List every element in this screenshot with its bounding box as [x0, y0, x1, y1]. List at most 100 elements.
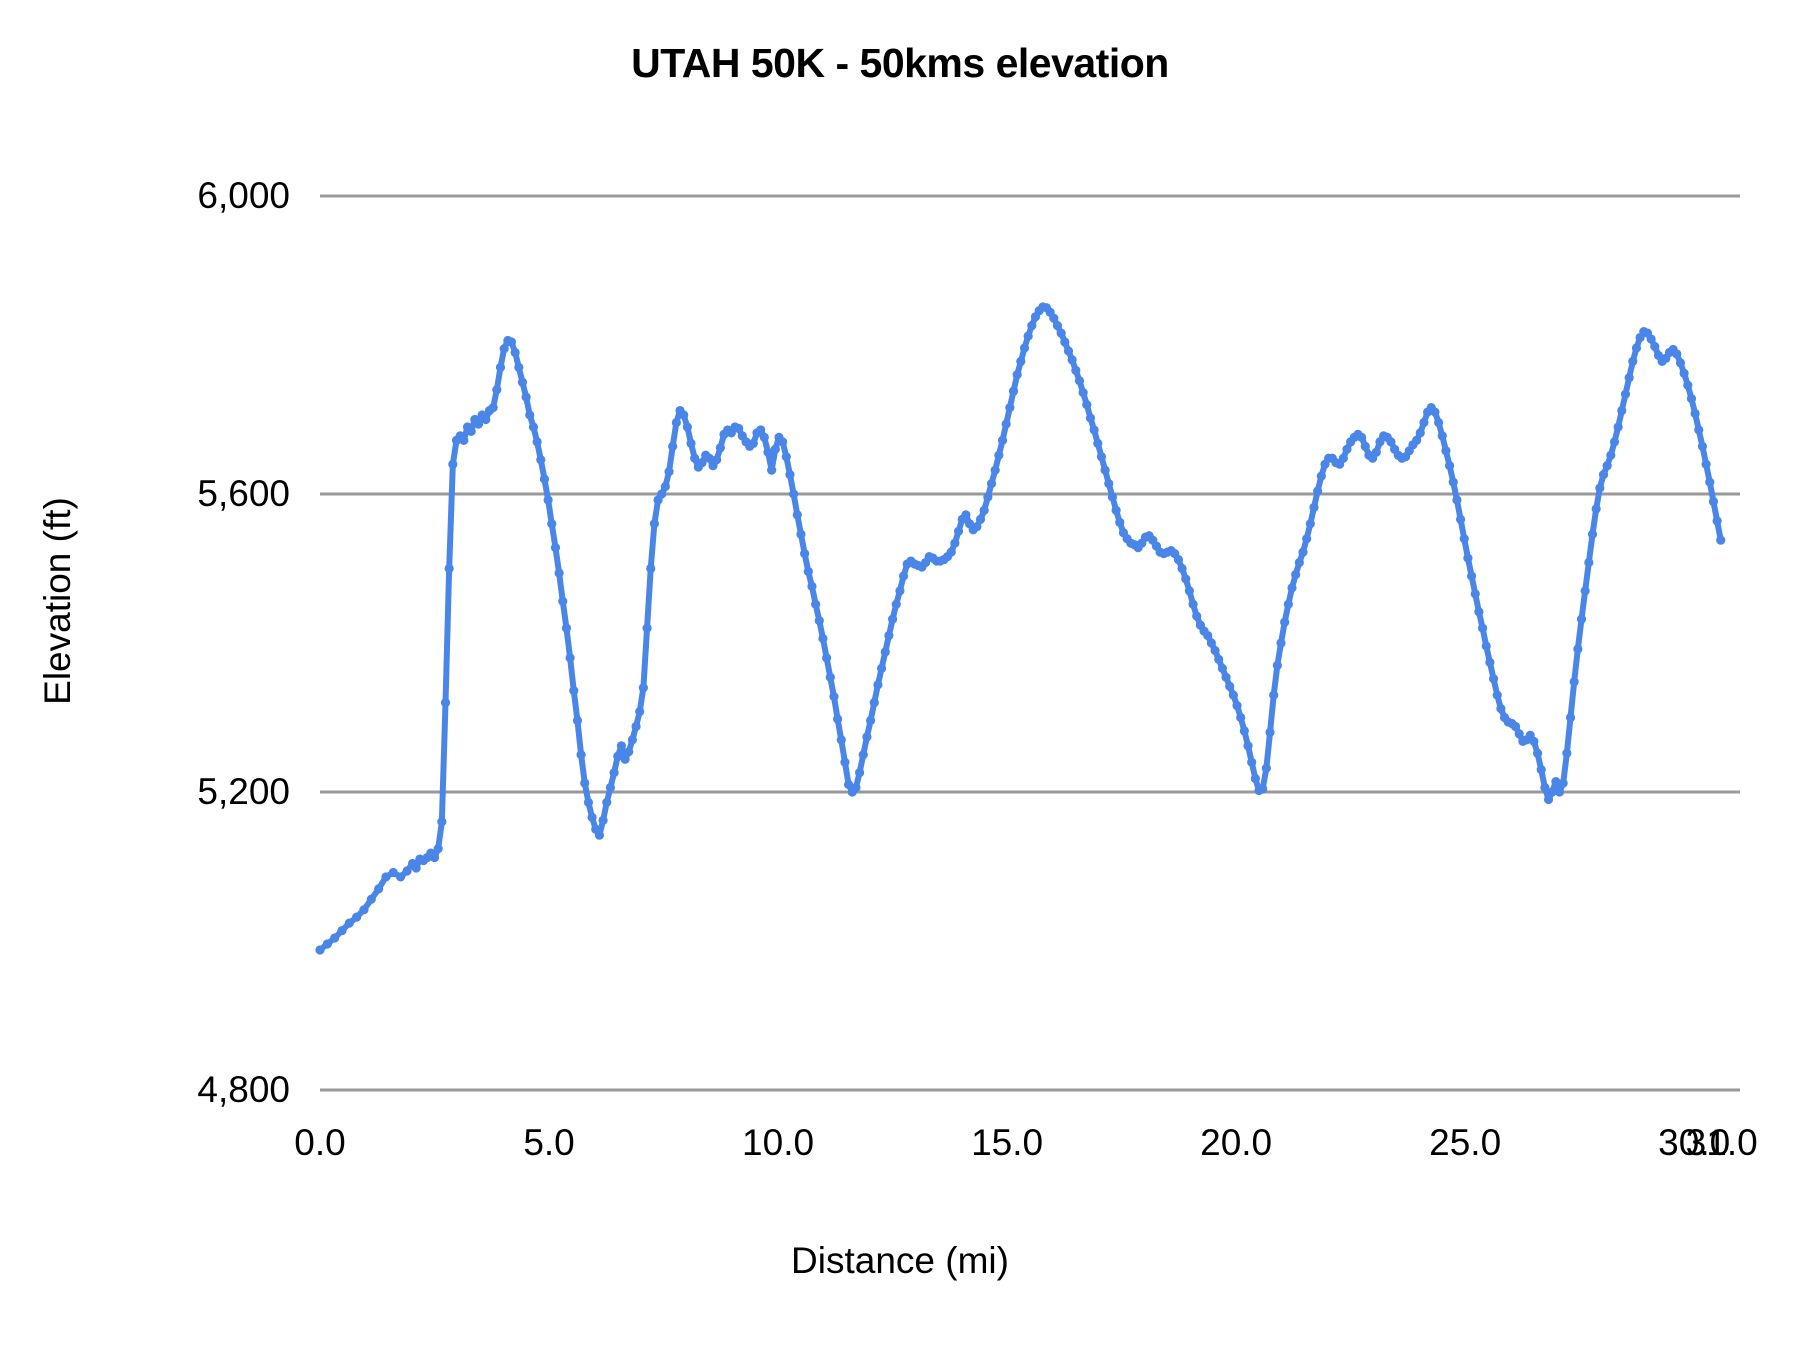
- data-point-marker: [803, 566, 813, 577]
- data-point-marker: [814, 616, 824, 626]
- data-point-marker: [1485, 657, 1495, 667]
- data-point-marker: [344, 918, 354, 928]
- chart-title: UTAH 50K - 50kms elevation: [631, 40, 1169, 86]
- data-point-marker: [1580, 586, 1590, 596]
- x-axis-tick-label: 5.0: [523, 1122, 575, 1163]
- data-point-marker: [1115, 517, 1125, 527]
- data-point-marker: [953, 526, 964, 536]
- data-point-marker: [1452, 495, 1462, 505]
- data-point-marker: [1265, 727, 1275, 738]
- data-point-marker: [704, 453, 714, 463]
- data-point-marker: [748, 438, 758, 448]
- data-point-marker: [315, 945, 325, 955]
- data-point-marker: [1184, 586, 1195, 596]
- data-point-marker: [473, 419, 484, 429]
- data-point-marker: [1540, 782, 1550, 793]
- data-point-marker: [525, 410, 535, 420]
- data-point-marker: [1078, 388, 1088, 398]
- data-point-marker: [322, 939, 332, 949]
- data-point-marker: [499, 344, 509, 354]
- data-point-marker: [381, 872, 391, 882]
- data-point-marker: [1060, 337, 1070, 347]
- data-point-marker: [1107, 492, 1118, 502]
- data-point-marker: [818, 633, 828, 644]
- data-point-marker: [898, 571, 909, 581]
- data-point-marker: [1239, 726, 1249, 736]
- data-point-marker: [1019, 343, 1030, 353]
- data-point-marker: [1305, 519, 1315, 529]
- data-point-marker: [895, 586, 905, 596]
- data-point-marker: [587, 812, 597, 822]
- data-point-marker: [1082, 400, 1092, 410]
- data-point-marker: [1206, 638, 1216, 648]
- data-point-marker: [1613, 422, 1623, 432]
- data-point-marker: [1096, 452, 1107, 462]
- data-point-marker: [635, 706, 645, 717]
- data-point-marker: [1074, 376, 1085, 386]
- data-point-marker: [1313, 486, 1323, 496]
- data-point-marker: [638, 683, 648, 693]
- data-point-marker: [690, 453, 700, 463]
- data-point-marker: [1100, 465, 1110, 475]
- data-point-marker: [1455, 514, 1466, 524]
- data-point-marker: [1598, 470, 1609, 480]
- data-point-marker: [642, 623, 652, 633]
- data-point-marker: [668, 441, 678, 451]
- data-point-marker: [1016, 356, 1026, 366]
- data-point-marker: [1595, 483, 1605, 493]
- data-point-marker: [997, 435, 1008, 445]
- data-point-marker: [1283, 599, 1293, 609]
- data-point-marker: [983, 492, 993, 502]
- data-point-marker: [855, 768, 865, 778]
- data-point-marker: [1221, 672, 1231, 682]
- data-point-marker: [1181, 574, 1191, 584]
- data-point-marker: [1012, 370, 1022, 380]
- data-point-marker: [437, 817, 447, 827]
- data-point-marker: [561, 623, 572, 633]
- y-axis-tick-label: 4,800: [197, 1069, 290, 1110]
- data-point-marker: [388, 867, 398, 878]
- data-point-marker: [887, 614, 898, 624]
- data-point-marker: [1716, 535, 1726, 545]
- data-point-marker: [481, 414, 491, 425]
- data-point-marker: [851, 782, 861, 793]
- data-point-marker: [664, 467, 674, 477]
- data-point-marker: [429, 852, 440, 863]
- data-point-marker: [1085, 413, 1096, 423]
- data-point-marker: [1628, 356, 1638, 366]
- data-point-marker: [1005, 402, 1015, 413]
- data-point-marker: [1360, 441, 1370, 451]
- data-point-marker: [1111, 505, 1121, 515]
- data-point-marker: [1056, 328, 1066, 338]
- data-point-marker: [1617, 405, 1627, 416]
- data-point-marker: [1650, 341, 1660, 352]
- data-point-marker: [1210, 645, 1220, 656]
- data-point-marker: [1620, 389, 1631, 399]
- data-point-marker: [950, 538, 960, 548]
- data-point-marker: [620, 754, 630, 764]
- data-point-marker: [1569, 677, 1579, 687]
- data-point-marker: [444, 563, 454, 574]
- data-point-marker: [396, 872, 406, 882]
- data-point-marker: [543, 495, 553, 505]
- data-point-marker: [631, 721, 641, 732]
- data-point-marker: [986, 478, 997, 489]
- data-point-marker: [822, 653, 832, 663]
- data-point-marker: [972, 522, 982, 532]
- data-point-marker: [1448, 477, 1458, 487]
- data-point-marker: [1173, 554, 1184, 565]
- data-point-marker: [576, 750, 586, 760]
- data-point-marker: [539, 474, 550, 484]
- data-point-marker: [1463, 553, 1473, 563]
- data-point-marker: [946, 547, 956, 557]
- data-point-marker: [1104, 478, 1114, 489]
- data-point-marker: [495, 362, 506, 372]
- data-point-marker: [682, 422, 692, 432]
- data-point-marker: [536, 455, 546, 465]
- data-point-marker: [1606, 450, 1616, 460]
- data-point-marker: [466, 426, 476, 437]
- data-point-marker: [1437, 431, 1447, 441]
- data-point-marker: [734, 423, 744, 434]
- x-axis-tick-label: 31.0: [1685, 1122, 1758, 1163]
